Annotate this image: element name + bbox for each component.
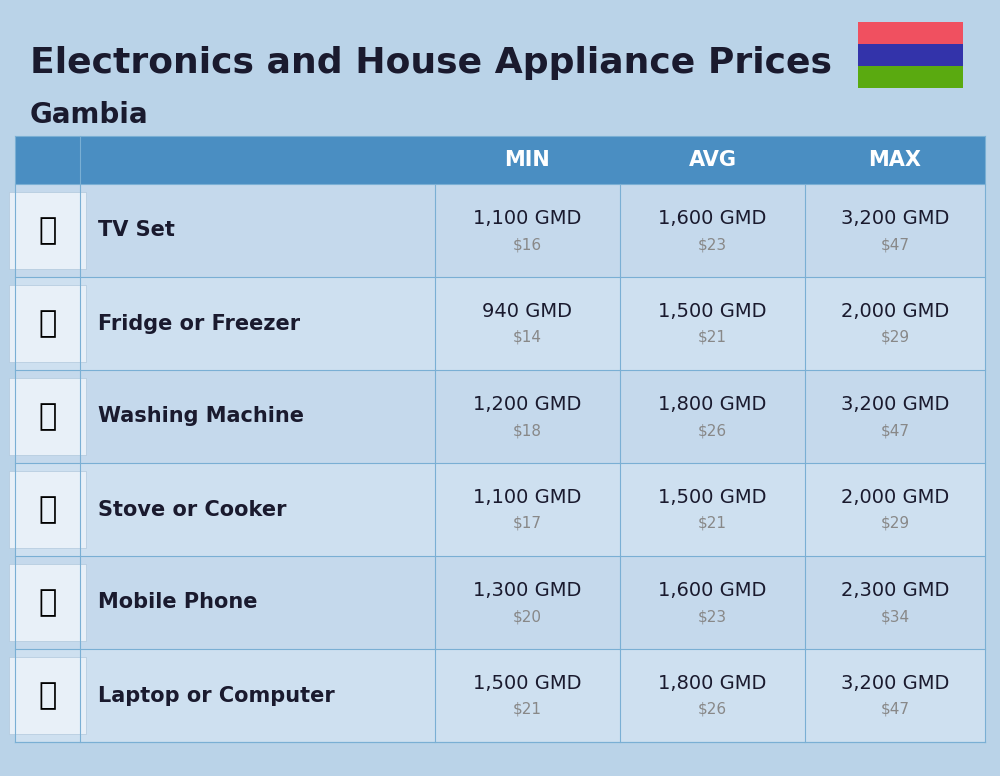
Text: Stove or Cooker: Stove or Cooker bbox=[98, 500, 287, 519]
Bar bbox=[858, 44, 963, 66]
Text: 3,200 GMD: 3,200 GMD bbox=[841, 209, 949, 228]
Text: 2,000 GMD: 2,000 GMD bbox=[841, 302, 949, 321]
Text: 2,300 GMD: 2,300 GMD bbox=[841, 581, 949, 600]
Bar bbox=[15, 136, 985, 184]
Text: 🫧: 🫧 bbox=[38, 402, 57, 431]
Text: 1,600 GMD: 1,600 GMD bbox=[658, 581, 767, 600]
Text: Laptop or Computer: Laptop or Computer bbox=[98, 685, 335, 705]
Text: $23: $23 bbox=[698, 237, 727, 252]
Text: 3,200 GMD: 3,200 GMD bbox=[841, 674, 949, 693]
Text: 1,500 GMD: 1,500 GMD bbox=[473, 674, 582, 693]
Bar bbox=[9, 285, 86, 362]
Bar bbox=[15, 370, 985, 463]
Text: 1,800 GMD: 1,800 GMD bbox=[658, 674, 767, 693]
Bar bbox=[15, 277, 985, 370]
Bar bbox=[9, 192, 86, 269]
Text: MAX: MAX bbox=[868, 150, 922, 170]
Bar bbox=[9, 471, 86, 548]
Text: $29: $29 bbox=[880, 330, 910, 345]
Text: Gambia: Gambia bbox=[30, 101, 149, 129]
Text: $21: $21 bbox=[513, 702, 542, 717]
Text: $23: $23 bbox=[698, 609, 727, 624]
Text: Washing Machine: Washing Machine bbox=[98, 407, 304, 427]
Text: 1,500 GMD: 1,500 GMD bbox=[658, 488, 767, 507]
Text: MIN: MIN bbox=[505, 150, 550, 170]
Bar bbox=[9, 564, 86, 641]
Text: 1,600 GMD: 1,600 GMD bbox=[658, 209, 767, 228]
Bar bbox=[15, 556, 985, 649]
Text: Electronics and House Appliance Prices: Electronics and House Appliance Prices bbox=[30, 46, 832, 80]
Bar bbox=[15, 463, 985, 556]
Text: 🍳: 🍳 bbox=[38, 495, 57, 524]
Text: $17: $17 bbox=[513, 516, 542, 531]
Text: 🧊: 🧊 bbox=[38, 309, 57, 338]
Text: 1,300 GMD: 1,300 GMD bbox=[473, 581, 582, 600]
Bar bbox=[15, 649, 985, 742]
Text: $47: $47 bbox=[881, 702, 910, 717]
Text: $47: $47 bbox=[881, 423, 910, 438]
Bar bbox=[9, 657, 86, 734]
Text: Mobile Phone: Mobile Phone bbox=[98, 593, 258, 612]
Text: $16: $16 bbox=[513, 237, 542, 252]
Text: $20: $20 bbox=[513, 609, 542, 624]
Bar bbox=[9, 378, 86, 455]
Text: 3,200 GMD: 3,200 GMD bbox=[841, 395, 949, 414]
Text: $29: $29 bbox=[880, 516, 910, 531]
Text: $18: $18 bbox=[513, 423, 542, 438]
Text: 📱: 📱 bbox=[38, 588, 57, 617]
Text: $21: $21 bbox=[698, 330, 727, 345]
Text: $26: $26 bbox=[698, 423, 727, 438]
Bar bbox=[858, 22, 963, 44]
Bar bbox=[15, 184, 985, 277]
Text: $14: $14 bbox=[513, 330, 542, 345]
Text: $21: $21 bbox=[698, 516, 727, 531]
Text: 2,000 GMD: 2,000 GMD bbox=[841, 488, 949, 507]
Text: 1,100 GMD: 1,100 GMD bbox=[473, 488, 582, 507]
Bar bbox=[858, 66, 963, 88]
Text: 📺: 📺 bbox=[38, 216, 57, 245]
Text: 💻: 💻 bbox=[38, 681, 57, 710]
Text: 940 GMD: 940 GMD bbox=[482, 302, 572, 321]
Text: TV Set: TV Set bbox=[98, 220, 175, 241]
Text: 1,100 GMD: 1,100 GMD bbox=[473, 209, 582, 228]
Text: $26: $26 bbox=[698, 702, 727, 717]
Text: 1,800 GMD: 1,800 GMD bbox=[658, 395, 767, 414]
Text: $47: $47 bbox=[881, 237, 910, 252]
Text: Fridge or Freezer: Fridge or Freezer bbox=[98, 314, 300, 334]
Text: AVG: AVG bbox=[688, 150, 736, 170]
Text: $34: $34 bbox=[880, 609, 910, 624]
Text: 1,500 GMD: 1,500 GMD bbox=[658, 302, 767, 321]
Text: 1,200 GMD: 1,200 GMD bbox=[473, 395, 582, 414]
